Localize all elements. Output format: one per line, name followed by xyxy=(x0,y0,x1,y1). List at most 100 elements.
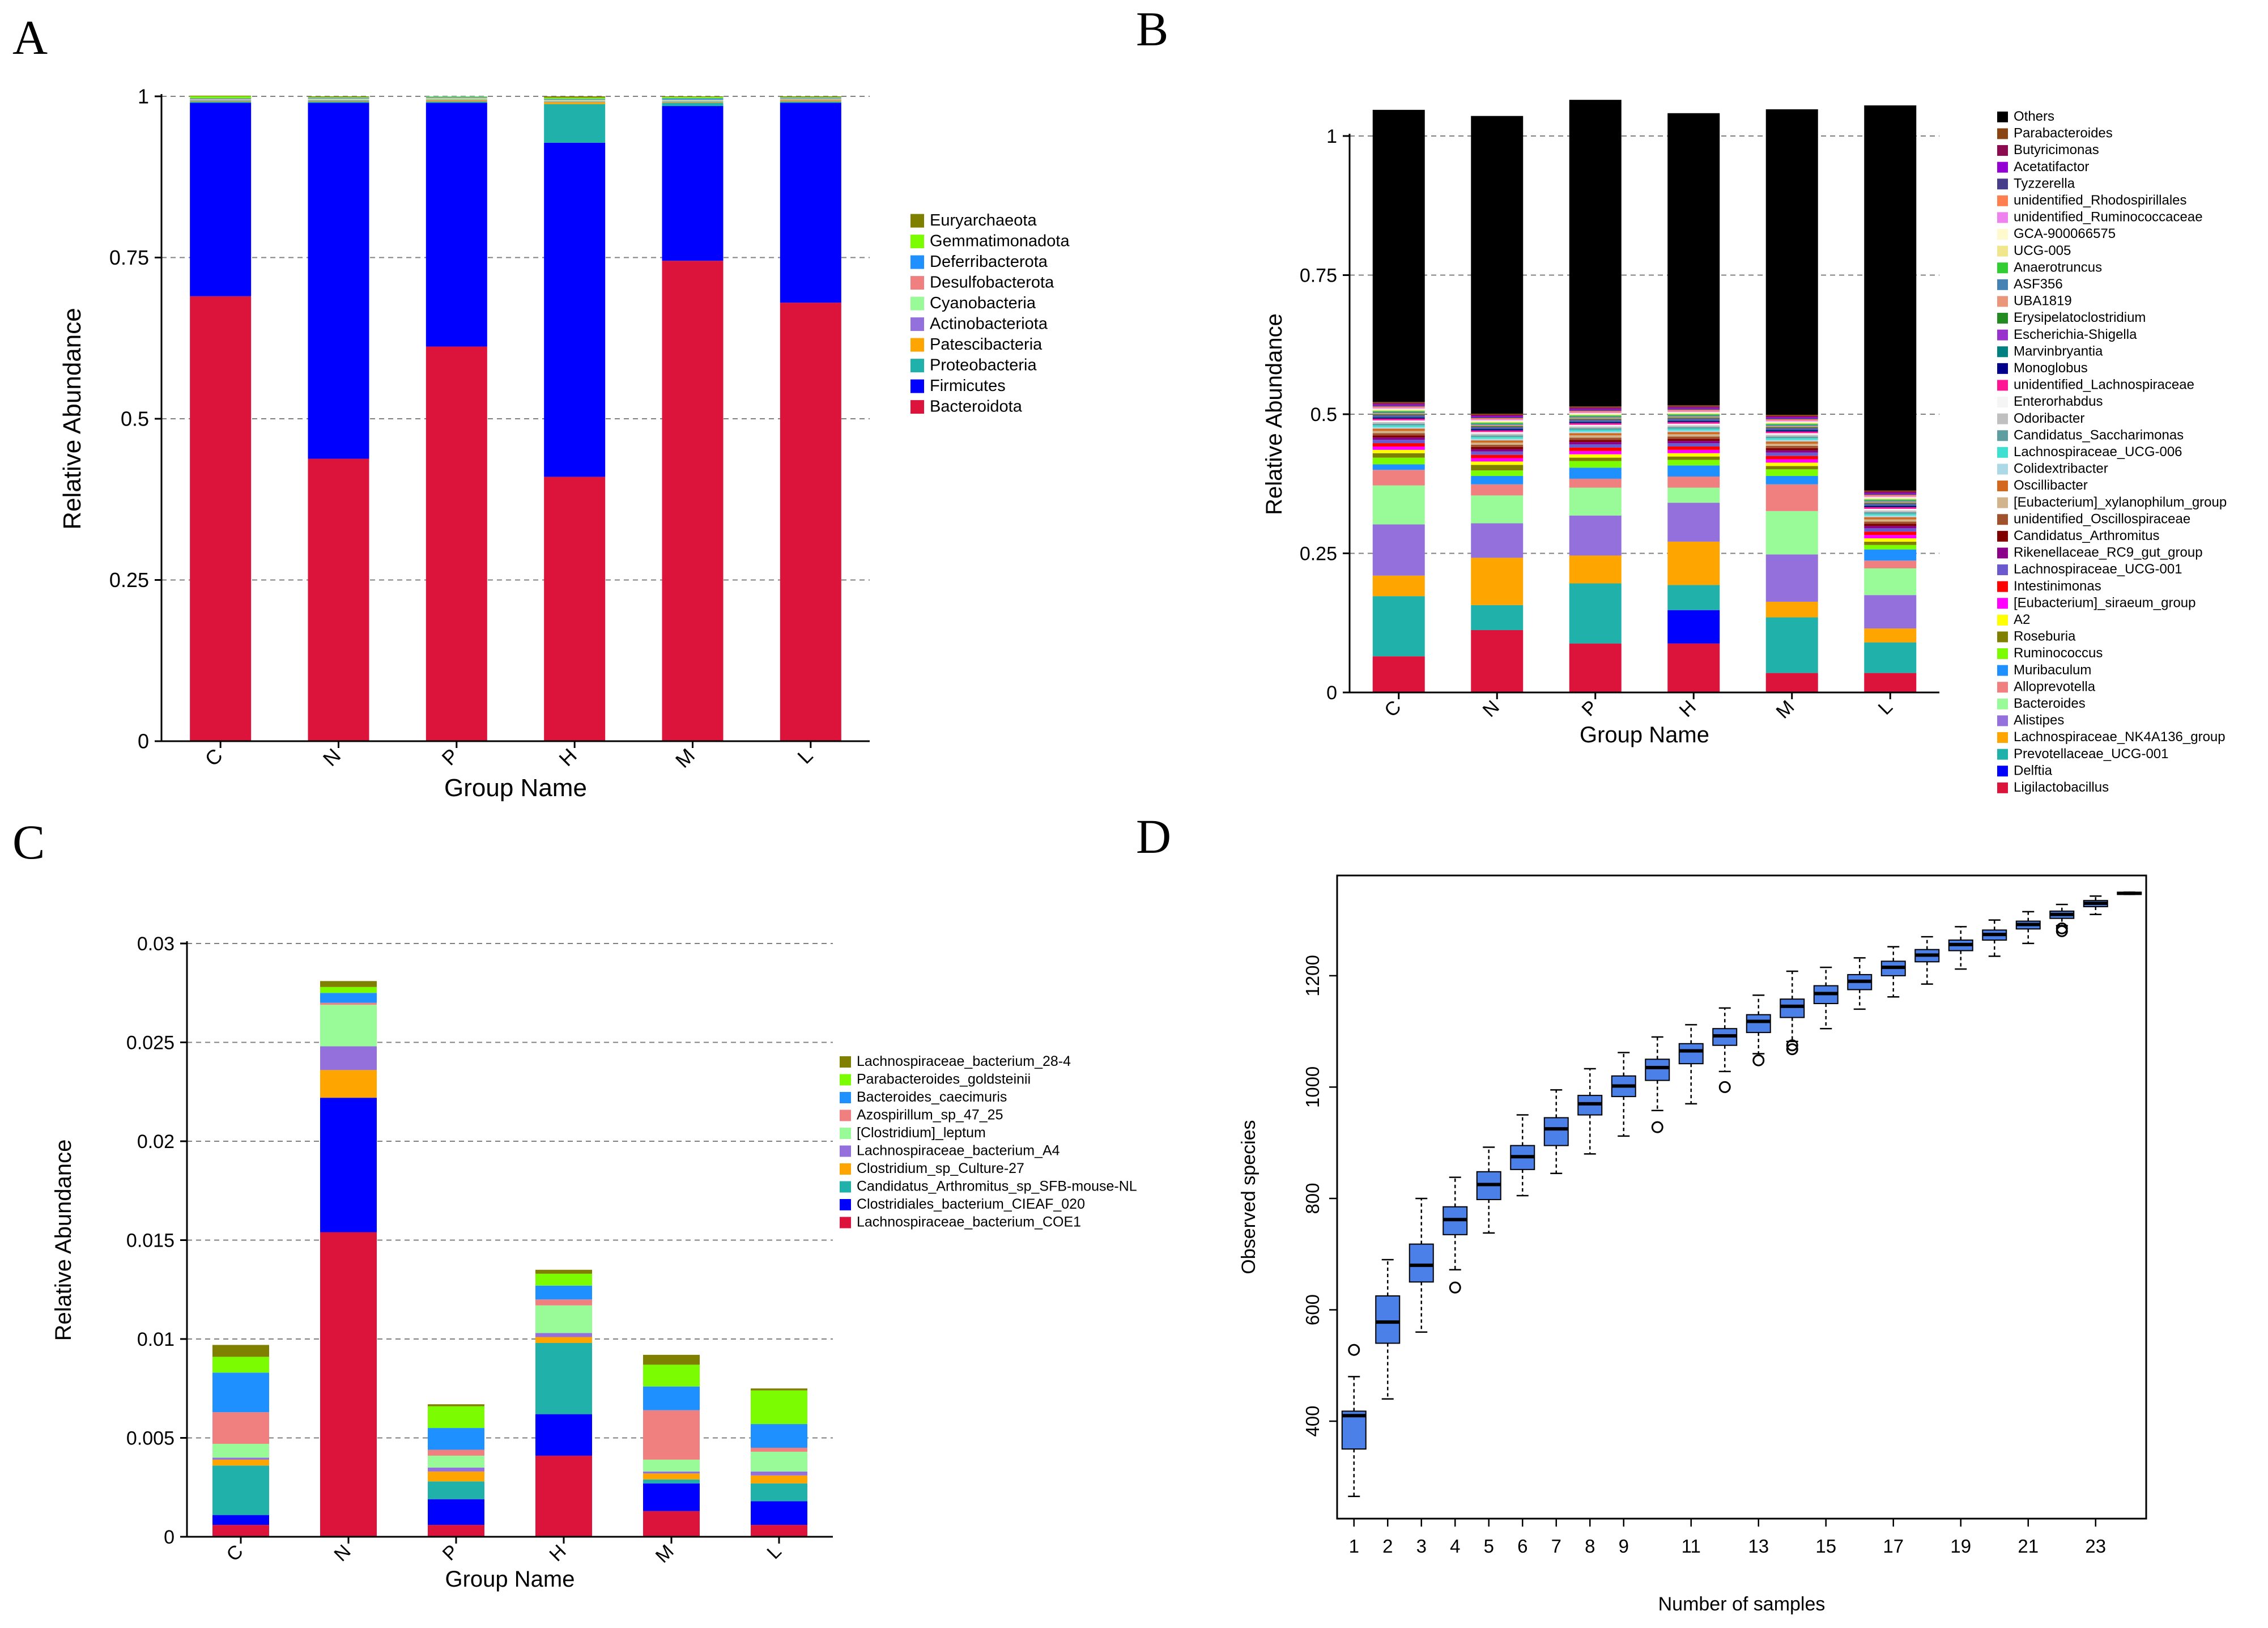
legend-swatch-Alloprevotella xyxy=(1997,682,2008,693)
y-tick-label: 0.015 xyxy=(126,1230,175,1251)
bar-M-unidentified_Lachnospiraceae xyxy=(1765,431,1818,433)
legend-swatch-Lachnospiraceae_bacterium_A4 xyxy=(840,1145,851,1157)
legend-swatch-Candidatus_Arthromitus xyxy=(1997,530,2008,542)
legend-label-Gemmatimonadota: Gemmatimonadota xyxy=(930,232,1070,250)
bar-N-unidentified_Ruminococcaceae xyxy=(1471,419,1524,420)
bar-P-Lachnospiraceae_UCG-001 xyxy=(1569,444,1622,448)
bar-P-Alloprevotella xyxy=(1569,478,1622,488)
y-tick-label: 1 xyxy=(138,85,149,108)
legend-label-Parabacteroides_goldsteinii: Parabacteroides_goldsteinii xyxy=(857,1072,1031,1087)
bar-H-Rikenellaceae_RC9_gut_group xyxy=(1667,441,1720,444)
bar-L-Lachnospiraceae_NK4A136_group xyxy=(1864,628,1917,643)
legend-swatch-Erysipelatoclostridium xyxy=(1997,313,2008,324)
bar-C-Intestinimonas xyxy=(1372,443,1425,447)
bar-C-UCG-005 xyxy=(1372,410,1425,411)
bar-H-Oscillibacter xyxy=(1667,432,1720,435)
bar-P-[Eubacterium]_siraeum_group xyxy=(1569,450,1622,454)
legend-swatch-UCG-005 xyxy=(1997,245,2008,257)
bar-H-Azospirillum_sp_47_25 xyxy=(535,1299,592,1306)
legend-swatch-[Eubacterium]_siraeum_group xyxy=(1997,598,2008,609)
bar-H-Monoglobus xyxy=(1667,420,1720,422)
legend-swatch-Marvinbryantia xyxy=(1997,346,2008,358)
bar-C-Escherichia-Shigella xyxy=(1372,415,1425,416)
y-tick-label: 1000 xyxy=(1302,1066,1323,1108)
bar-C-Oscillibacter xyxy=(1372,428,1425,431)
bar-H-GCA-900066575 xyxy=(1667,412,1720,414)
bar-H-Ligilactobacillus xyxy=(1667,643,1720,692)
bar-L-Alistipes xyxy=(1864,595,1917,629)
bar-P-ASF356 xyxy=(1569,416,1622,418)
bar-P-Lachnospiraceae_bacterium_A4 xyxy=(428,1467,484,1472)
legend-swatch-Parabacteroides xyxy=(1997,128,2008,139)
bar-M-UCG-005 xyxy=(1765,422,1818,424)
legend-label-Alistipes: Alistipes xyxy=(2014,713,2064,728)
box-11 xyxy=(1678,1043,1704,1065)
bar-H-Alistipes xyxy=(1667,503,1720,542)
legend-swatch-Tyzzerella xyxy=(1997,178,2008,190)
bar-M-ASF356 xyxy=(1765,424,1818,426)
bar-P-Erysipelatoclostridium xyxy=(1569,418,1622,420)
bar-H-Muribaculum xyxy=(1667,465,1720,477)
legend-label-Anaerotruncus: Anaerotruncus xyxy=(2014,260,2102,275)
bar-C-unidentified_Rhodospirillales xyxy=(1372,406,1425,408)
y-tick-label: 0.5 xyxy=(1310,404,1337,426)
legend-label-Rikenellaceae_RC9_gut_group: Rikenellaceae_RC9_gut_group xyxy=(2014,545,2203,560)
bar-C-Erysipelatoclostridium xyxy=(1372,414,1425,415)
bar-M-GCA-900066575 xyxy=(1765,421,1818,423)
bar-C-Desulfobacterota xyxy=(190,99,252,100)
bar-C-Rikenellaceae_RC9_gut_group xyxy=(1372,437,1425,440)
legend-label-Muribaculum: Muribaculum xyxy=(2014,662,2091,678)
bar-L-Candidatus_Arthromitus xyxy=(1864,524,1917,526)
bar-N-UBA1819 xyxy=(1471,424,1524,426)
bar-P-Marvinbryantia xyxy=(1569,420,1622,422)
bar-L-Prevotellaceae_UCG-001 xyxy=(1864,642,1917,673)
bar-C-Parabacteroides xyxy=(1372,402,1425,403)
bar-H-UBA1819 xyxy=(1667,416,1720,418)
bar-H-Bacteroides xyxy=(1667,487,1720,503)
outlier xyxy=(1786,1043,1798,1056)
bar-C-Clostridium_sp_Culture-27 xyxy=(212,1459,269,1466)
bar-C-Alistipes xyxy=(1372,524,1425,576)
legend-swatch-Proteobacteria xyxy=(910,359,924,373)
bar-C-Acetatifactor xyxy=(1372,404,1425,406)
bar-L-Bacteroides xyxy=(1864,568,1917,596)
outlier xyxy=(1651,1121,1663,1133)
legend-swatch-Roseburia xyxy=(1997,631,2008,643)
x-tick-label: P xyxy=(437,744,463,770)
y-tick-label: 1 xyxy=(1326,126,1337,147)
legend-label-Deferribacterota: Deferribacterota xyxy=(930,253,1048,271)
legend-label-Oscillibacter: Oscillibacter xyxy=(2014,478,2088,493)
y-tick-label: 1200 xyxy=(1302,955,1323,996)
bar-N-[Eubacterium]_siraeum_group xyxy=(1471,458,1524,462)
bar-H-Clostridiales_bacterium_CIEAF_020 xyxy=(535,1414,592,1456)
bar-C-Anaerotruncus xyxy=(1372,411,1425,413)
bar-N-Enterorhabdus xyxy=(1471,432,1524,434)
legend-swatch-Lachnospiraceae_bacterium_COE1 xyxy=(840,1217,851,1229)
bar-P-Oscillibacter xyxy=(1569,433,1622,436)
bar-P-GCA-900066575 xyxy=(1569,413,1622,414)
legend-swatch-Butyricimonas xyxy=(1997,145,2008,156)
box-1 xyxy=(1341,1410,1367,1450)
bar-C-Monoglobus xyxy=(1372,417,1425,419)
legend-swatch-Lachnospiraceae_UCG-006 xyxy=(1997,447,2008,458)
x-tick-label: H xyxy=(554,744,581,771)
bar-P-[Clostridium]_leptum xyxy=(428,1455,484,1468)
y-tick-label: 0.75 xyxy=(109,246,149,269)
bar-C-A2 xyxy=(1372,449,1425,453)
bar-P-Intestinimonas xyxy=(1569,447,1622,451)
legend-swatch-Bacteroides_caecimuris xyxy=(840,1092,851,1103)
y-tick-label: 400 xyxy=(1302,1405,1323,1436)
bar-N-Clostridium_sp_Culture-27 xyxy=(320,1070,377,1098)
panel-label-b: B xyxy=(1136,2,1168,56)
bar-L-Patescibacteria xyxy=(780,100,841,102)
bar-N-Alloprevotella xyxy=(1471,484,1524,496)
bar-L-unidentified_Oscillospiraceae xyxy=(1864,521,1917,524)
bar-H-unidentified_Rhodospirillales xyxy=(1667,410,1720,411)
bar-N-Desulfobacterota xyxy=(308,98,369,99)
bar-L-Lachnospiraceae_bacterium_A4 xyxy=(751,1471,807,1476)
panel-d-chart: 1 2 3 4 5 6 7 8 9 11 13 15 17 19 21 2340060080010001200… xyxy=(1238,874,2147,1615)
bar-C-Others xyxy=(1372,109,1425,402)
bar-N-unidentified_Oscillospiraceae xyxy=(1471,445,1524,447)
bar-H-Lachnospiraceae_bacterium_28-4 xyxy=(535,1269,592,1274)
bar-L-Lachnospiraceae_UCG-001 xyxy=(1864,528,1917,532)
